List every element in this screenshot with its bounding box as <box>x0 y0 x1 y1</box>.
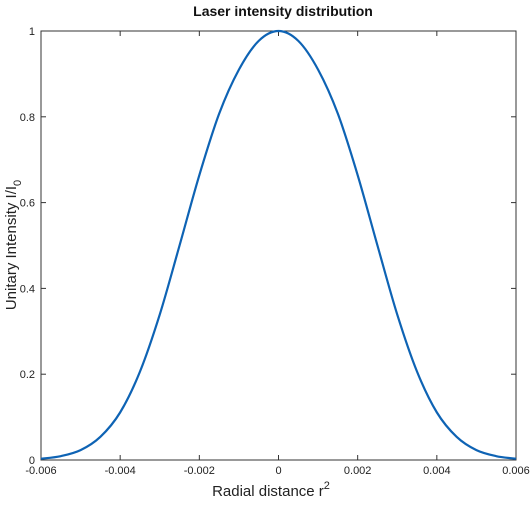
y-tick-label-5: 1 <box>29 26 35 38</box>
y-tick-label-3: 0.6 <box>20 198 35 210</box>
plot-area <box>40 30 517 461</box>
y-tick-label-1: 0.2 <box>20 369 35 381</box>
x-tick-label-2: -0.002 <box>184 465 215 477</box>
y-axis-label: Unitary Intensity I/I0 <box>3 180 24 310</box>
y-axis-label-sub: 0 <box>12 180 24 186</box>
chart-title: Laser intensity distribution <box>193 3 373 19</box>
x-axis-label-text: Radial distance r <box>212 483 324 500</box>
x-tick-label-0: -0.006 <box>25 465 56 477</box>
y-axis-label-text: Unitary Intensity I/I <box>3 186 20 310</box>
x-axis-label: Radial distance r2 <box>212 480 330 500</box>
x-tick-label-1: -0.004 <box>105 465 136 477</box>
x-tick-label-3: 0 <box>275 465 281 477</box>
intensity-curve <box>40 29 517 460</box>
y-tick-label-2: 0.4 <box>20 283 35 295</box>
x-tick-label-5: 0.004 <box>423 465 451 477</box>
x-tick-label-6: 0.006 <box>502 465 530 477</box>
x-axis-label-sup: 2 <box>324 480 330 492</box>
y-axis: 0 0.2 0.4 0.6 0.8 1 <box>20 26 516 467</box>
y-tick-label-0: 0 <box>29 455 35 467</box>
x-axis: -0.006 -0.004 -0.002 0 0.002 0.004 0.006 <box>25 31 530 477</box>
x-tick-label-4: 0.002 <box>344 465 372 477</box>
y-tick-label-4: 0.8 <box>20 112 35 124</box>
